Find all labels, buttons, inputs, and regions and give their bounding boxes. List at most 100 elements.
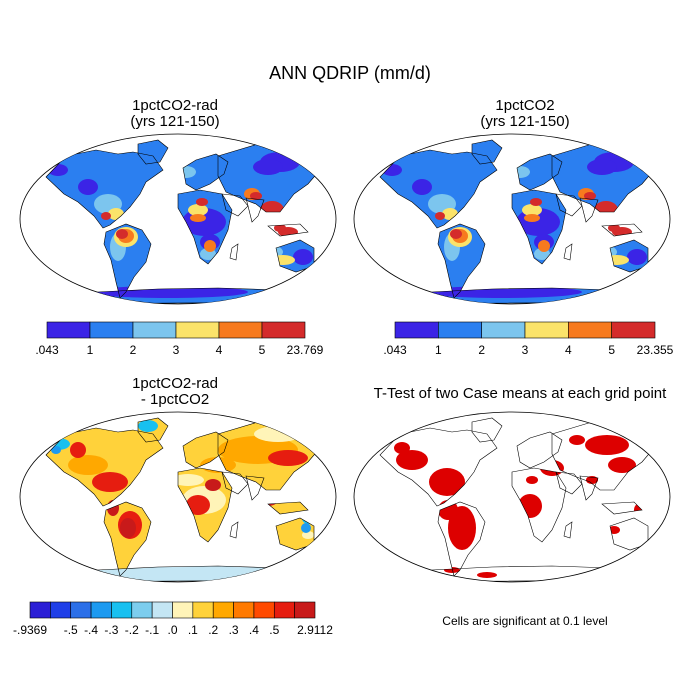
coast-europe (182, 153, 229, 191)
coast-europe (516, 431, 563, 469)
field-patch (538, 240, 550, 252)
panel-4-title-line1: T-Test of two Case means at each grid po… (373, 385, 667, 402)
coast-samerica (103, 223, 152, 299)
coast-arabia (555, 193, 583, 217)
coast-madagascar (229, 521, 239, 539)
field-patch (584, 192, 596, 200)
figure-title: ANN QDRIP (mm/d) (269, 63, 431, 83)
field-patch (116, 229, 128, 239)
land-shade-namerica (46, 150, 163, 228)
field-patch (396, 450, 428, 470)
colorbar-label: .043 (383, 343, 407, 357)
colorbar-box (218, 321, 263, 339)
coast-greenland (471, 139, 503, 165)
coast-indonesia (267, 501, 309, 515)
colorbar-box (50, 601, 72, 619)
colorbar-label: .1 (188, 623, 198, 637)
colorbar-label: -.1 (145, 623, 159, 637)
field-patch (569, 435, 585, 445)
coast-namerica (45, 427, 164, 507)
field-patch (435, 212, 445, 220)
field-patch (138, 420, 158, 432)
map-panel-3 (19, 411, 337, 583)
colorbar-panel-3: -.9369 -.5 -.4 -.3 -.2 -.1 .0 .1 .2 .3 .4 .5 2.9112 (13, 601, 333, 637)
field-patch (274, 224, 286, 232)
colorbar-box (89, 321, 134, 339)
field-patch (205, 479, 221, 491)
field-patch (188, 204, 208, 216)
coast-arabia (555, 471, 583, 495)
colorbar-label: .4 (249, 623, 259, 637)
colorbar-label: 5 (259, 343, 266, 357)
field-patch (450, 229, 462, 239)
land-shade-greenland (138, 140, 168, 164)
map-panel-4 (353, 411, 671, 583)
significance-note: Cells are significant at 0.1 level (442, 614, 608, 628)
field-patch (524, 214, 540, 222)
colorbar-box (294, 601, 316, 619)
colorbar-box (192, 601, 214, 619)
colorbar-box (151, 601, 173, 619)
colorbar-box (131, 601, 153, 619)
panel-2-title-line2: (yrs 121-150) (480, 113, 570, 130)
colorbar-label: .3 (229, 623, 239, 637)
panel-1-title: 1pctCO2-rad (yrs 121-150) (40, 98, 310, 130)
colorbar-label: -.5 (64, 623, 78, 637)
colorbar-box (90, 601, 112, 619)
colorbar-panel-2: .043 1 2 3 4 5 23.355 (383, 321, 674, 357)
colorbar-label: 2 (478, 343, 485, 357)
colorbar-label: 4 (216, 343, 223, 357)
coast-europe (516, 153, 563, 191)
colorbar-label: .5 (269, 623, 279, 637)
coast-india (579, 197, 599, 223)
colorbar-box (132, 321, 177, 339)
coast-madagascar (563, 521, 573, 539)
coast-greenland (137, 417, 169, 443)
colorbar-label: 23.355 (637, 343, 674, 357)
field-patch (190, 214, 206, 222)
colorbar-box (253, 601, 275, 619)
land-shade-europe (183, 154, 228, 190)
field-patch (268, 450, 308, 466)
colorbar-label: 3 (173, 343, 180, 357)
colorbar-box (261, 321, 306, 339)
panel-1-title-line1: 1pctCO2-rad (132, 97, 218, 114)
panel-1-title-line2: (yrs 121-150) (130, 113, 220, 130)
colorbar-label: 4 (565, 343, 572, 357)
field-patch (586, 476, 598, 484)
panel-3-title-line2: - 1pctCO2 (140, 391, 210, 408)
colorbar-box (568, 321, 612, 339)
field-patch (526, 476, 538, 484)
field-patch (608, 457, 636, 473)
colorbar-label: -.9369 (13, 623, 47, 637)
coast-namerica (45, 149, 164, 229)
field-patch (51, 446, 61, 454)
field-patch (253, 159, 283, 175)
field-patch (92, 472, 128, 492)
panel-3-title-line1: 1pctCO2-rad (132, 375, 218, 392)
field-patch (70, 442, 86, 458)
coast-indonesia (601, 223, 643, 237)
colorbar-label: 2 (130, 343, 137, 357)
colorbar-box (273, 601, 295, 619)
colorbar-box (438, 321, 482, 339)
coast-africa (177, 467, 233, 543)
colorbar-label: 1 (87, 343, 94, 357)
field-patch (608, 224, 620, 232)
field-patch (477, 572, 497, 578)
coast-greenland (137, 139, 169, 165)
coast-africa (177, 189, 233, 265)
colorbar-box (611, 321, 656, 339)
colorbar-label: 3 (522, 343, 529, 357)
field-patch (627, 249, 647, 265)
coast-arabia (221, 471, 249, 495)
coast-samerica (103, 501, 152, 577)
colorbar-box (233, 601, 255, 619)
coast-namerica (379, 149, 498, 229)
field-patch (250, 192, 262, 200)
colorbar-box (111, 601, 133, 619)
colorbar-label: -.2 (125, 623, 139, 637)
field-patch (522, 204, 542, 216)
panel-2-title-line1: 1pctCO2 (495, 97, 555, 114)
coast-africa (511, 467, 567, 543)
